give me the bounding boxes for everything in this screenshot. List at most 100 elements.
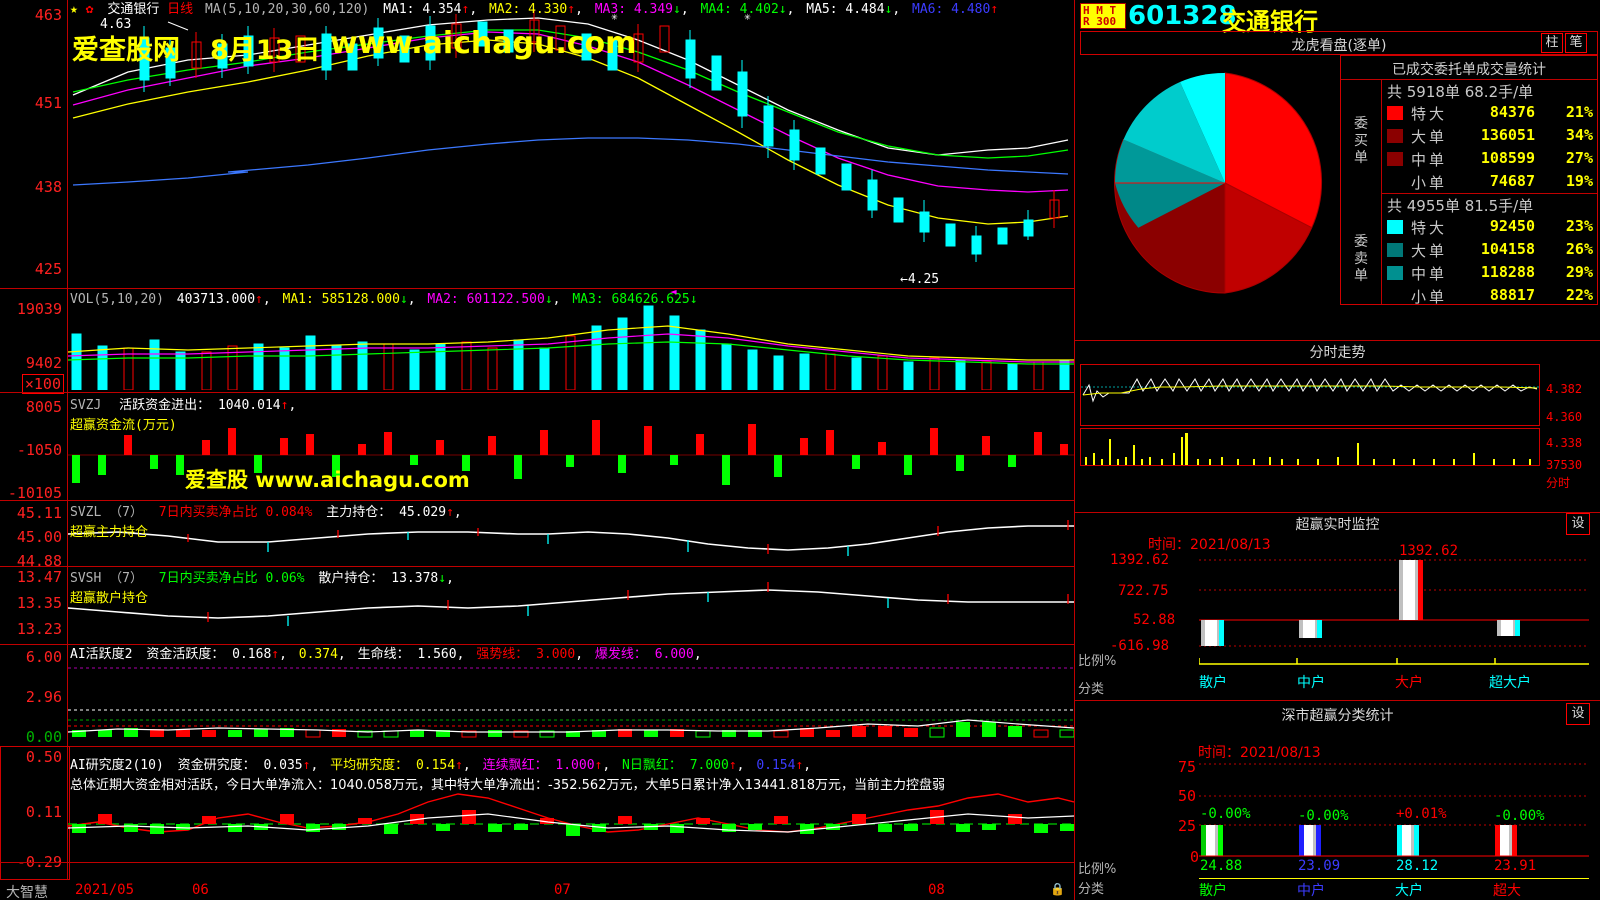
ma4-label: MA4: — [700, 2, 732, 17]
app-name-label: 大智慧 — [6, 885, 48, 900]
sell-row-3[interactable]: 小单 88817 22% — [1341, 285, 1597, 307]
ai-activity-f5-value: 6.000 — [654, 647, 694, 662]
sell-row-1[interactable]: 大单 104158 26% — [1341, 239, 1597, 261]
aiact-axis-tick-1: 2.96 — [25, 688, 62, 706]
fenshi-volume-svg — [1085, 433, 1531, 465]
sell-label-0: 特大 — [1411, 219, 1448, 237]
classify-value-0: 24.88 — [1200, 858, 1243, 874]
watermark-url: www.aichagu.com — [330, 26, 637, 61]
longhu-tab-stroke[interactable]: 笔 — [1565, 33, 1587, 53]
vol-ma3-value: 684626.625 — [611, 292, 690, 307]
ai-activity-f4-value: 3.000 — [536, 647, 576, 662]
fenshi-chart[interactable] — [1080, 364, 1540, 426]
monitor-category-row: 散户 中户 大户 超大户 — [1199, 672, 1589, 692]
ai-research-header-row: AI研究度2(10) 资金研究度： 0.035↑, 平均研究度： 0.154↑,… — [70, 758, 812, 773]
monitor-value-label-3: -352.56 — [1497, 604, 1557, 620]
period-label[interactable]: 日线 — [167, 2, 194, 17]
sell-pct-3: 22% — [1565, 286, 1593, 304]
classify-value-2: 28.12 — [1396, 858, 1439, 874]
monitor-axis-tick-0: 1392.62 — [1110, 552, 1170, 568]
ai-research-f1-arrow: ↑ — [302, 758, 311, 773]
monitor-title: 超赢实时监控 — [1295, 517, 1380, 533]
buy-row-0[interactable]: 特大 84376 21% — [1341, 102, 1597, 124]
ai-activity-code-label[interactable]: AI活跃度2 — [70, 647, 133, 662]
svzl-code-label[interactable]: SVZL （7） — [70, 505, 143, 520]
volume-chart[interactable] — [68, 300, 1074, 390]
price-chart[interactable]: ✳ ✳ — [68, 0, 1074, 288]
svsh-chart[interactable] — [68, 578, 1074, 634]
vol-ma1-label: MA1: — [282, 292, 314, 307]
svsh-code-label[interactable]: SVSH （7） — [70, 571, 143, 586]
longhu-header-box: 龙虎看盘(逐单) 柱 笔 — [1080, 31, 1598, 55]
monitor-bar-chart[interactable] — [1198, 558, 1589, 668]
ma4-value: 4.402 — [739, 2, 779, 17]
ai-activity-f1-arrow: ↑ — [271, 647, 280, 662]
sell-swatch-2 — [1387, 266, 1403, 280]
buy-row-1[interactable]: 大单 136051 34% — [1341, 125, 1597, 147]
settings-flower-icon[interactable]: ✿ — [85, 2, 94, 17]
time-axis-tick-0: 2021/05 — [75, 882, 135, 898]
sell-row-0[interactable]: 特大 92450 23% — [1341, 216, 1597, 238]
lock-icon[interactable]: 🔒 — [1050, 882, 1065, 896]
buy-summary: 共 5918单 68.2手/单 — [1387, 83, 1534, 101]
buy-row-2[interactable]: 中单 108599 27% — [1341, 148, 1597, 170]
sell-label-1: 大单 — [1411, 242, 1448, 260]
ai-research-top-border — [0, 746, 1074, 747]
monitor-value-label-2: 1392.62 — [1399, 543, 1459, 559]
ai-activity-header-row: AI活跃度2 资金活跃度： 0.168↑, 0.374, 生命线： 1.560,… — [70, 647, 702, 662]
stock-name-label: 交通银行 — [107, 2, 160, 17]
svzl-ratio-label: 7日内买卖净占比 — [158, 505, 258, 520]
classify-value-3: 23.91 — [1494, 858, 1537, 874]
monitor-settings-button[interactable]: 设 — [1566, 513, 1590, 535]
classify-settings-button[interactable]: 设 — [1566, 703, 1590, 725]
sell-pct-1: 26% — [1565, 240, 1593, 258]
monitor-cat-1: 中户 — [1297, 675, 1325, 691]
svg-text:✳: ✳ — [744, 10, 751, 23]
svsh-chart-svg — [68, 582, 1074, 626]
sell-value-0: 92450 — [1489, 217, 1535, 235]
monitor-cat-0: 散户 — [1199, 675, 1227, 691]
svzl-chart[interactable] — [68, 512, 1074, 564]
monitor-cat-3: 超大户 — [1489, 675, 1531, 691]
buy-row-3[interactable]: 小单 74687 19% — [1341, 171, 1597, 193]
classify-bar-chart[interactable] — [1199, 762, 1589, 860]
buy-value-2: 108599 — [1480, 149, 1535, 167]
sell-row-2[interactable]: 中单 118288 29% — [1341, 262, 1597, 284]
svzl-axis-tick-0: 45.11 — [16, 504, 62, 522]
ai-research-chart[interactable] — [68, 788, 1074, 862]
svzl-hold-label: 主力持仓： — [326, 505, 392, 520]
order-pie-svg — [1114, 72, 1322, 294]
aiact-axis-tick-0: 6.00 — [25, 648, 62, 666]
axis-divider — [67, 0, 68, 880]
classify-time-value: 2021/08/13 — [1240, 745, 1321, 761]
time-axis-top-border — [0, 862, 1074, 863]
price-axis-tick-0: 463 — [34, 6, 62, 24]
favorite-star-icon[interactable]: ★ — [70, 2, 78, 17]
ai-research-code-label[interactable]: AI研究度2(10) — [70, 758, 164, 773]
vol-ma1-arrow: ↓ — [399, 292, 408, 307]
svzj-chart[interactable] — [68, 410, 1074, 500]
ai-activity-chart[interactable] — [68, 658, 1074, 742]
vol-value: 403713.000 — [176, 292, 256, 307]
hmt-badge: H M T R 300 — [1080, 3, 1126, 29]
fenshi-axis-tick-0: 4.382 — [1546, 382, 1583, 396]
vol-ma3-label: MA3: — [572, 292, 604, 307]
svsh-axis-tick-2: 13.23 — [16, 620, 62, 638]
fenshi-volume-chart[interactable] — [1080, 428, 1540, 466]
price-header-row: ★ ✿ 交通银行 日线 MA(5,10,20,30,60,120) MA1: 4… — [70, 2, 999, 17]
ma-indicator-label[interactable]: MA(5,10,20,30,60,120) — [205, 2, 370, 17]
classify-pct-3: -0.00% — [1494, 808, 1545, 824]
svzj-subtitle: 超赢资金流(万元) — [70, 418, 177, 433]
svzj-axis-tick-1: -1050 — [16, 441, 62, 459]
monitor-time-row: 时间：2021/08/13 — [1148, 534, 1271, 554]
order-pie-chart[interactable] — [1100, 58, 1350, 308]
buy-label-1: 大单 — [1411, 128, 1448, 146]
svzl-header-row: SVZL （7） 7日内买卖净占比 0.084% 主力持仓： 45.029↑, — [70, 505, 462, 520]
longhu-tab-column[interactable]: 柱 — [1541, 33, 1563, 53]
ai-research-axis-box — [0, 746, 70, 880]
svzj-code-label[interactable]: SVZJ — [70, 398, 102, 413]
sell-swatch-1 — [1387, 243, 1403, 257]
ai-research-f5-value: 0.154 — [756, 758, 796, 773]
vol-indicator-label[interactable]: VOL(5,10,20) — [70, 292, 164, 307]
